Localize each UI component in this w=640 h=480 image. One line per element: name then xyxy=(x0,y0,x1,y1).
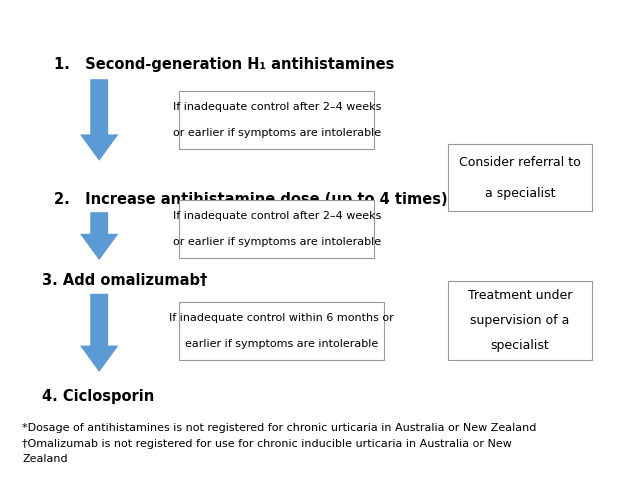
Polygon shape xyxy=(80,79,118,161)
Text: Consider referral to: Consider referral to xyxy=(459,156,581,168)
FancyBboxPatch shape xyxy=(448,281,592,360)
FancyBboxPatch shape xyxy=(179,200,374,258)
FancyBboxPatch shape xyxy=(179,91,374,149)
FancyBboxPatch shape xyxy=(448,144,592,211)
Text: supervision of a: supervision of a xyxy=(470,314,570,327)
FancyBboxPatch shape xyxy=(179,302,384,360)
Text: 3. Add omalizumab†: 3. Add omalizumab† xyxy=(42,273,207,288)
Text: †Omalizumab is not registered for use for chronic inducible urticaria in Austral: †Omalizumab is not registered for use fo… xyxy=(22,439,512,449)
Text: or earlier if symptoms are intolerable: or earlier if symptoms are intolerable xyxy=(173,128,381,138)
Text: Zealand: Zealand xyxy=(22,454,68,464)
Text: specialist: specialist xyxy=(491,339,549,352)
Text: *Dosage of antihistamines is not registered for chronic urticaria in Australia o: *Dosage of antihistamines is not registe… xyxy=(22,423,537,433)
Text: If inadequate control within 6 months or: If inadequate control within 6 months or xyxy=(169,313,394,323)
Text: 4. Ciclosporin: 4. Ciclosporin xyxy=(42,388,154,404)
Polygon shape xyxy=(80,212,118,260)
Text: a specialist: a specialist xyxy=(484,187,556,200)
Text: earlier if symptoms are intolerable: earlier if symptoms are intolerable xyxy=(185,339,378,349)
Text: 2.   Increase antihistamine dose (up to 4 times)*: 2. Increase antihistamine dose (up to 4 … xyxy=(54,192,456,207)
Text: If inadequate control after 2–4 weeks: If inadequate control after 2–4 weeks xyxy=(173,211,381,221)
Text: 1.   Second-generation H₁ antihistamines: 1. Second-generation H₁ antihistamines xyxy=(54,57,395,72)
Text: or earlier if symptoms are intolerable: or earlier if symptoms are intolerable xyxy=(173,237,381,247)
Polygon shape xyxy=(80,294,118,372)
Text: Treatment under: Treatment under xyxy=(468,289,572,302)
Text: If inadequate control after 2–4 weeks: If inadequate control after 2–4 weeks xyxy=(173,102,381,112)
